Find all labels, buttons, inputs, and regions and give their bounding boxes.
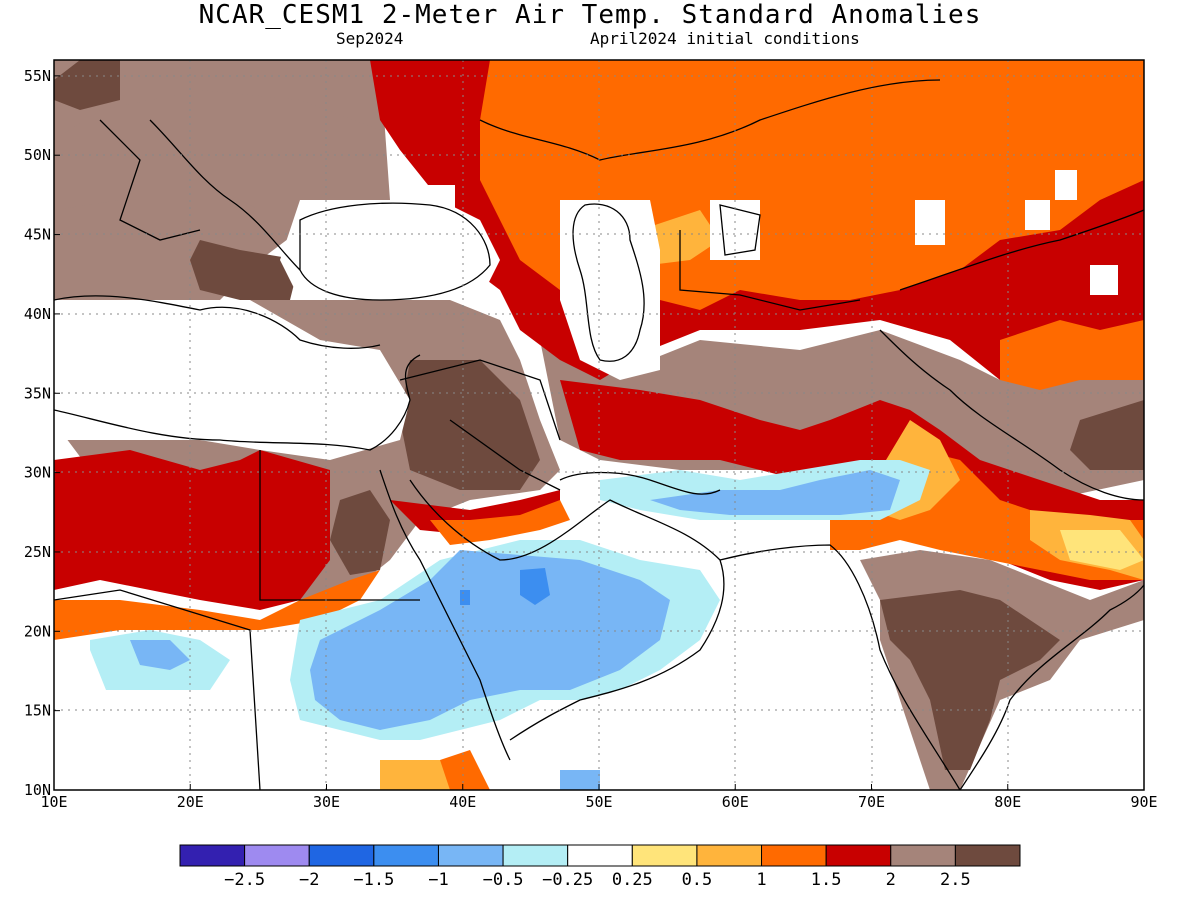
colorbar-swatch [179, 844, 246, 867]
colorbar-label: 0.25 [612, 870, 653, 890]
lat-tick-label: 20N [24, 622, 51, 640]
init-conditions: April2024 initial conditions [590, 29, 860, 48]
lon-tick-label: 50E [585, 793, 612, 811]
lon-tick-label: 40E [449, 793, 476, 811]
colorbar-label: −2.5 [224, 870, 265, 890]
lon-tick-label: 70E [858, 793, 885, 811]
lat-tick-label: 35N [24, 384, 51, 402]
colorbar-label: −1.5 [353, 870, 394, 890]
colorbar-swatch [825, 844, 892, 867]
colorbar-label: −0.5 [483, 870, 524, 890]
colorbar-label: −0.25 [542, 870, 593, 890]
colorbar-swatch [761, 844, 827, 867]
colorbar-swatch [567, 844, 633, 867]
colorbar-swatch [954, 844, 1021, 867]
lat-tick-label: 30N [24, 464, 51, 482]
lon-tick-label: 30E [313, 793, 340, 811]
lat-tick-label: 15N [24, 702, 51, 720]
colorbar-label: 1 [756, 870, 766, 890]
lat-tick-label: 50N [24, 146, 51, 164]
lon-tick-label: 90E [1130, 793, 1157, 811]
colorbar-swatch [437, 844, 504, 867]
lat-tick-label: 25N [24, 543, 51, 561]
colorbar-swatch [502, 844, 569, 867]
lat-tick-label: 45N [24, 226, 51, 244]
lat-tick-label: 40N [24, 305, 51, 323]
colorbar-swatch [373, 844, 439, 867]
colorbar: −2.5 −2 −1.5 −1 −0.5 −0.25 0.25 0.5 1 1.5 2 2.5 [179, 844, 1021, 890]
colorbar-swatch [244, 844, 310, 867]
colorbar-label: −1 [428, 870, 448, 890]
colorbar-swatch [696, 844, 763, 867]
map-title: NCAR_CESM1 2-Meter Air Temp. Standard An… [198, 0, 982, 30]
lat-tick-label: 55N [24, 67, 51, 85]
graticule [54, 60, 1144, 790]
colorbar-label: 1.5 [811, 870, 842, 890]
colorbar-swatch [308, 844, 375, 867]
colorbar-swatch [631, 844, 698, 867]
lat-tick-label: 10N [24, 781, 51, 799]
anomaly-fill-layer [54, 60, 1144, 790]
colorbar-swatch [890, 844, 956, 867]
lon-tick-label: 80E [994, 793, 1021, 811]
lon-tick-label: 20E [177, 793, 204, 811]
lon-tick-label: 10E [40, 793, 67, 811]
axis-ticks: 10E 20E 30E 40E 50E 60E 70E 80E 90E 10N 15N 20N 25N 3… [24, 67, 1158, 811]
colorbar-label: −2 [299, 870, 319, 890]
colorbar-label: 0.5 [682, 870, 713, 890]
colorbar-label: 2.5 [940, 870, 971, 890]
coastlines-layer [54, 79, 1144, 790]
colorbar-label: 2 [886, 870, 896, 890]
valid-month: Sep2024 [336, 29, 404, 48]
lon-tick-label: 60E [722, 793, 749, 811]
